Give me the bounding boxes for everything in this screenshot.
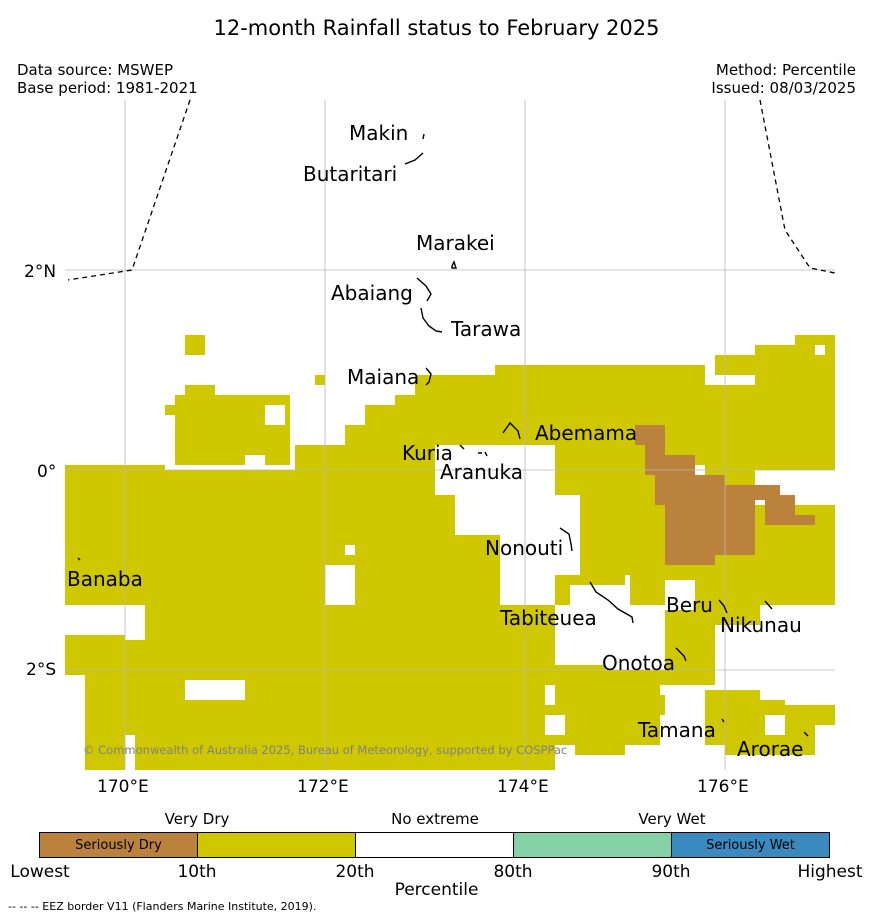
very-dry-cell bbox=[115, 680, 185, 735]
legend-category-very-wet: Very Wet bbox=[638, 810, 706, 828]
no-extreme-cell bbox=[545, 685, 555, 705]
seriously-dry-cell bbox=[665, 555, 715, 565]
very-dry-cell bbox=[345, 425, 495, 445]
island-label-tarawa: Tarawa bbox=[451, 317, 522, 341]
no-extreme-cell bbox=[545, 715, 565, 735]
very-dry-cell bbox=[65, 465, 165, 485]
island-label-kuria: Kuria bbox=[402, 441, 453, 465]
eez-border bbox=[67, 99, 836, 281]
island-label-banaba: Banaba bbox=[67, 567, 143, 591]
very-dry-cell bbox=[355, 705, 555, 770]
method-label: Method: Percentile bbox=[715, 61, 856, 79]
legend-tick-80th: 80th bbox=[493, 862, 533, 882]
seriously-dry-cell bbox=[735, 545, 755, 555]
map-title: 12-month Rainfall status to February 202… bbox=[213, 16, 660, 40]
legend-swatch-seriously-wet: Seriously Wet bbox=[671, 832, 830, 858]
lat-label-2n: 2°N bbox=[24, 262, 57, 282]
island-label-beru: Beru bbox=[666, 593, 713, 617]
lon-label-170e: 170°E bbox=[97, 777, 149, 797]
very-dry-cell bbox=[135, 735, 205, 770]
island-outlines bbox=[77, 133, 809, 737]
rainfall-grid bbox=[65, 335, 835, 770]
very-dry-cell bbox=[395, 395, 500, 405]
no-extreme-cell bbox=[265, 405, 285, 425]
very-dry-cell bbox=[65, 485, 175, 570]
lon-label-172e: 172°E bbox=[297, 777, 349, 797]
island-label-maiana: Maiana bbox=[347, 365, 420, 389]
island-label-makin: Makin bbox=[349, 121, 409, 145]
legend-axis-label: Percentile bbox=[394, 880, 479, 900]
island-label-butaritari: Butaritari bbox=[303, 162, 398, 186]
island-label-tabiteuea: Tabiteuea bbox=[500, 606, 597, 630]
very-dry-cell bbox=[185, 385, 215, 395]
very-dry-cell bbox=[635, 695, 665, 715]
island-label-arorae: Arorae bbox=[737, 737, 804, 761]
data-source-label: Data source: MSWEP bbox=[17, 61, 174, 79]
very-dry-cell bbox=[165, 470, 305, 600]
very-dry-cell bbox=[315, 375, 325, 385]
lat-label-0: 0° bbox=[37, 462, 57, 482]
no-extreme-cell bbox=[605, 605, 665, 670]
very-dry-cell bbox=[365, 405, 495, 425]
very-dry-cell bbox=[785, 705, 835, 725]
issued-label: Issued: 08/03/2025 bbox=[711, 79, 856, 97]
legend-category-no-extreme: No extreme bbox=[391, 810, 479, 828]
island-label-tamana: Tamana bbox=[638, 718, 716, 742]
legend-swatch-very-wet bbox=[513, 832, 672, 858]
seriously-dry-cell bbox=[665, 485, 755, 555]
very-dry-cell bbox=[715, 355, 755, 375]
legend-tick-20th: 20th bbox=[335, 862, 375, 882]
lon-label-176e: 176°E bbox=[697, 777, 749, 797]
no-extreme-cell bbox=[665, 580, 695, 610]
island-label-onotoa: Onotoa bbox=[602, 651, 675, 675]
no-extreme-cell bbox=[345, 545, 355, 555]
eez-footnote: -- -- -- EEZ border V11 (Flanders Marine… bbox=[8, 900, 317, 913]
island-label-aranuka: Aranuka bbox=[440, 460, 523, 484]
very-dry-cell bbox=[65, 635, 125, 675]
legend-swatch-seriously-dry: Seriously Dry bbox=[39, 832, 198, 858]
very-dry-cell bbox=[705, 385, 835, 475]
legend-swatch-very-dry bbox=[197, 832, 356, 858]
legend-tick-lowest: Lowest bbox=[10, 862, 70, 882]
very-dry-cell bbox=[185, 335, 205, 355]
no-extreme-cell bbox=[765, 715, 785, 735]
legend-tick-highest: Highest bbox=[797, 862, 863, 882]
no-extreme-cell bbox=[455, 495, 535, 535]
very-dry-cell bbox=[690, 625, 715, 685]
island-label-abaiang: Abaiang bbox=[331, 281, 413, 305]
lat-label-2s: 2°S bbox=[26, 660, 57, 680]
island-label-abemama: Abemama bbox=[535, 421, 638, 445]
copyright-text: © Commonwealth of Australia 2025, Bureau… bbox=[83, 743, 568, 757]
very-dry-cell bbox=[575, 745, 625, 755]
seriously-dry-cell bbox=[775, 515, 815, 525]
legend-swatch-no-extreme bbox=[355, 832, 514, 858]
legend-tick-90th: 90th bbox=[651, 862, 691, 882]
island-label-nikunau: Nikunau bbox=[720, 613, 802, 637]
very-dry-cell bbox=[580, 485, 665, 575]
no-extreme-cell bbox=[245, 455, 265, 465]
base-period-label: Base period: 1981-2021 bbox=[17, 79, 198, 97]
legend-tick-10th: 10th bbox=[177, 862, 217, 882]
very-dry-cell bbox=[165, 405, 185, 415]
no-extreme-cell bbox=[815, 345, 825, 355]
legend-category-very-dry: Very Dry bbox=[164, 810, 230, 828]
very-dry-cell bbox=[65, 570, 165, 605]
island-label-marakei: Marakei bbox=[416, 231, 495, 255]
very-dry-cell bbox=[415, 375, 495, 395]
graticule bbox=[65, 100, 835, 770]
seriously-dry-cell bbox=[635, 425, 665, 445]
lon-label-174e: 174°E bbox=[497, 777, 549, 797]
island-label-nonouti: Nonouti bbox=[485, 536, 564, 560]
no-extreme-cell bbox=[325, 565, 355, 605]
